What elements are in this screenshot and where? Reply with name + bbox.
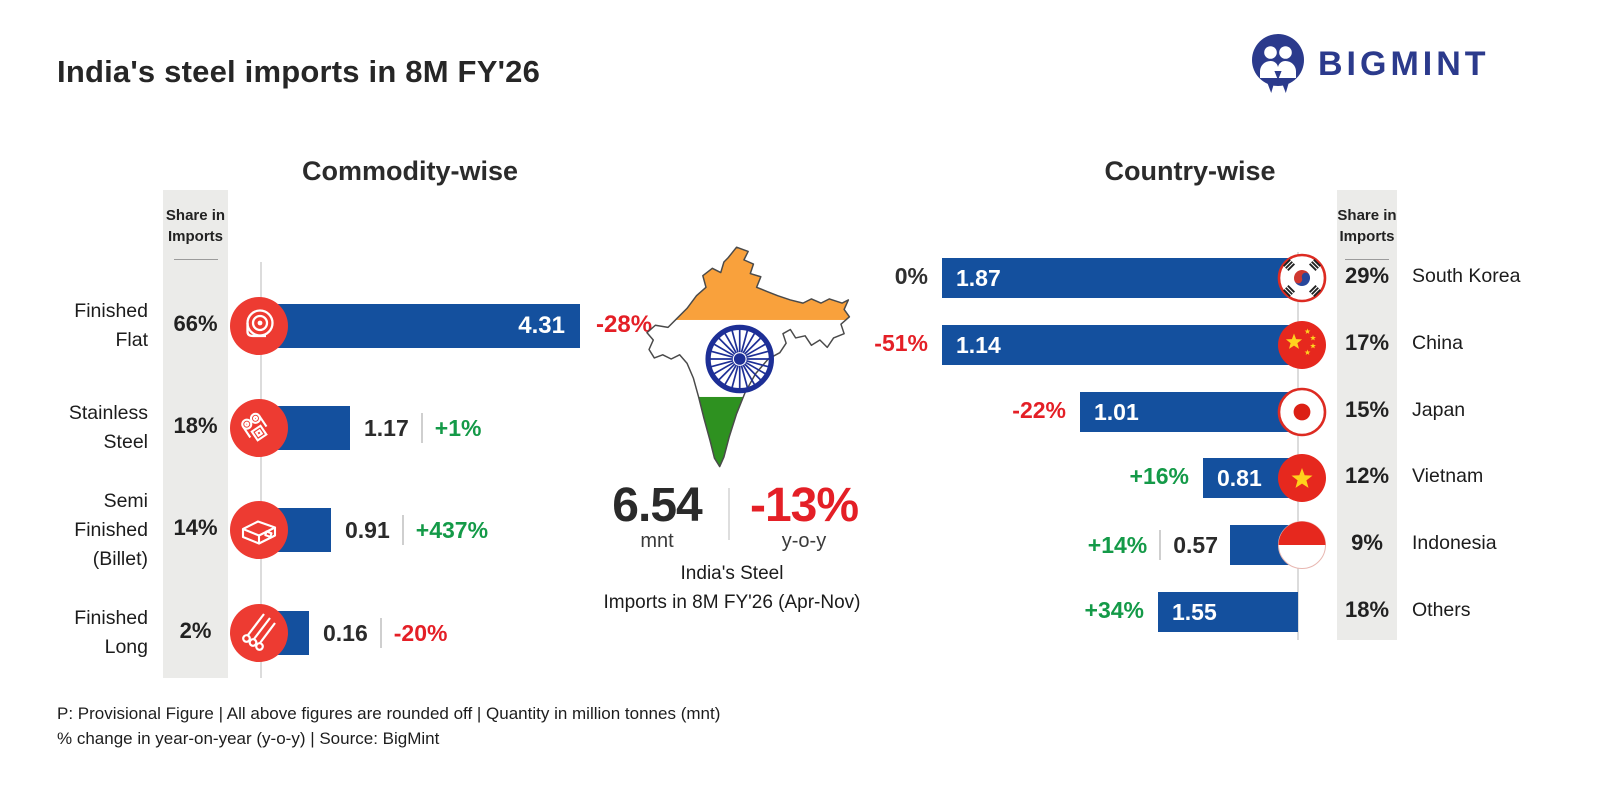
country-share-value: 18% xyxy=(1344,597,1390,622)
total-imports-unit: mnt xyxy=(640,530,674,552)
commodity-share-value: 18% xyxy=(173,413,218,438)
commodity-share-column: Share in Imports xyxy=(163,190,228,678)
value-change-divider xyxy=(420,413,423,443)
commodity-share-value: 2% xyxy=(179,618,212,643)
yoy-change-label: -28% xyxy=(596,311,653,338)
commodity-share-value: 66% xyxy=(173,311,218,336)
country-axis-line xyxy=(1297,252,1299,640)
country-bar: 1.14 xyxy=(942,325,1298,365)
page-title: India's steel imports in 8M FY'26 xyxy=(57,54,541,89)
value-change-divider xyxy=(1159,530,1162,560)
footer-note-line1: P: Provisional Figure | All above figure… xyxy=(57,704,721,723)
country-share-value: 15% xyxy=(1344,397,1390,422)
country-label: Indonesia xyxy=(1412,532,1497,554)
country-label: Japan xyxy=(1412,399,1466,421)
commodity-bar: 4.31 xyxy=(261,304,580,348)
value-change-divider xyxy=(379,618,382,648)
total-imports-value: 6.54 xyxy=(612,479,702,532)
bar-value-group: +14% 0.57 xyxy=(1088,525,1218,565)
country-label: Others xyxy=(1412,599,1471,621)
share-header-divider xyxy=(1345,259,1389,260)
bar-value-group: 1.17 +1% xyxy=(364,406,481,450)
country-share-value: 17% xyxy=(1344,330,1390,355)
bar-value: 4.31 xyxy=(518,312,565,339)
center-caption-line1: India's Steel xyxy=(680,563,784,584)
stainless-steel-icon xyxy=(230,399,288,457)
vietnam-flag-icon xyxy=(1278,454,1326,502)
bar-value: 1.17 xyxy=(364,414,409,441)
brand-logo: BIGMINT xyxy=(1250,34,1490,94)
commodity-label: Finished Long xyxy=(74,607,148,658)
country-share-value: 29% xyxy=(1344,263,1390,288)
yoy-change-label: +14% xyxy=(1087,531,1148,558)
country-flag-badge xyxy=(1277,520,1327,570)
country-share-value: 9% xyxy=(1351,530,1383,555)
bar-value: 0.91 xyxy=(345,516,390,543)
commodity-label: Finished Flat xyxy=(74,300,148,351)
country-flag-badge xyxy=(1277,320,1327,370)
country-bar: 1.55 xyxy=(1158,592,1298,632)
commodity-icon-badge xyxy=(230,604,288,662)
india-flag-green-band xyxy=(646,396,850,467)
total-change-value: -13% xyxy=(749,479,859,532)
yoy-change-label: +34% xyxy=(1084,597,1144,623)
center-caption-line2: Imports in 8M FY'26 (Apr-Nov) xyxy=(603,592,861,613)
value-change-divider xyxy=(401,515,404,545)
commodity-share-value: 14% xyxy=(173,515,218,540)
footer-note-line2: % change in year-on-year (y-o-y) | Sourc… xyxy=(57,729,440,748)
yoy-change-label: +437% xyxy=(415,516,489,543)
country-label: South Korea xyxy=(1412,265,1521,287)
country-flag-badge xyxy=(1277,387,1327,437)
bar-value-group: 0.91 +437% xyxy=(345,508,488,552)
brand-name: BIGMINT xyxy=(1318,44,1490,83)
long-steel-icon xyxy=(230,604,288,662)
yoy-change-label: -51% xyxy=(874,330,928,356)
india-flag-saffron-band xyxy=(646,247,850,320)
commodity-chart-title: Commodity-wise xyxy=(301,156,519,186)
japan-flag-icon xyxy=(1277,387,1327,437)
country-bar: 1.87 xyxy=(942,258,1298,298)
china-flag-icon xyxy=(1278,321,1326,369)
bar-value: 0.16 xyxy=(323,619,368,646)
country-label: Vietnam xyxy=(1412,465,1484,487)
country-label: China xyxy=(1412,332,1463,354)
bar-value: 1.14 xyxy=(956,331,1001,358)
country-flag-badge xyxy=(1277,453,1327,503)
commodity-icon-badge xyxy=(230,399,288,457)
bar-value-group: 0.16 -20% xyxy=(323,611,447,655)
country-share-header: Share in Imports xyxy=(1337,207,1397,245)
country-chart-title: Country-wise xyxy=(1104,156,1276,186)
commodity-label: Semi Finished (Billet) xyxy=(74,489,148,570)
yoy-change-label: +16% xyxy=(1129,463,1189,489)
commodity-label: Stainless Steel xyxy=(68,402,148,453)
country-share-column: Share in Imports xyxy=(1337,190,1397,640)
bar-value: 1.55 xyxy=(1172,598,1217,625)
yoy-change-label: -20% xyxy=(393,619,448,646)
south-korea-flag-icon xyxy=(1277,253,1327,303)
bar-value: 1.87 xyxy=(956,264,1001,291)
yoy-change-label: +1% xyxy=(434,414,482,441)
country-share-value: 12% xyxy=(1344,463,1390,488)
indonesia-flag-icon xyxy=(1278,521,1326,569)
total-change-unit: y-o-y xyxy=(781,530,827,552)
stat-divider xyxy=(728,488,730,540)
india-map xyxy=(646,246,851,468)
yoy-change-label: 0% xyxy=(894,263,928,289)
steel-billet-icon xyxy=(230,501,288,559)
bigmint-logo-icon xyxy=(1252,34,1304,93)
share-header-divider xyxy=(173,259,218,260)
yoy-change-label: -22% xyxy=(1012,397,1066,423)
commodity-icon-badge xyxy=(230,297,288,355)
commodity-axis-line xyxy=(260,262,262,678)
country-bar: 1.01 xyxy=(1080,392,1298,432)
bar-value: 0.81 xyxy=(1217,464,1262,491)
commodity-share-header: Share in Imports xyxy=(165,207,226,245)
bar-value: 1.01 xyxy=(1094,398,1139,425)
steel-coil-icon xyxy=(230,297,288,355)
country-flag-badge xyxy=(1277,253,1327,303)
ashoka-chakra-icon xyxy=(705,324,774,394)
commodity-icon-badge xyxy=(230,501,288,559)
bar-value: 0.57 xyxy=(1173,531,1218,558)
